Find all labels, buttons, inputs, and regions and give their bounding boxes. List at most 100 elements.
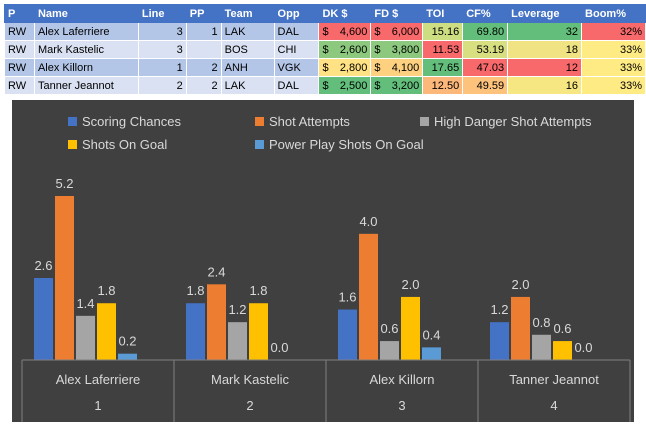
cell-name[interactable]: Alex Killorn [33,58,139,77]
legend-label[interactable]: Shots On Goal [82,137,167,152]
data-label: 0.6 [380,321,398,336]
cell-pos[interactable]: RW [4,22,35,41]
header-leverage[interactable]: Leverage [507,4,583,23]
header-opp[interactable]: Opp [273,4,320,23]
data-label: 0.4 [422,327,440,342]
cell-boom[interactable]: 33% [581,40,646,59]
legend-label[interactable]: Power Play Shots On Goal [269,137,424,152]
legend-label[interactable]: Scoring Chances [82,114,181,129]
header-cf[interactable]: CF% [462,4,509,23]
salary-value: 4,100 [391,61,420,74]
header-fd[interactable]: FD $ [370,4,424,23]
cell-pp[interactable]: 2 [185,58,222,77]
cell-opp[interactable]: CHI [273,40,320,59]
bar[interactable] [55,196,74,360]
bar[interactable] [380,341,399,360]
bar[interactable] [76,315,95,360]
legend-swatch [420,117,429,126]
cell-pos[interactable]: RW [4,58,35,77]
cell-line[interactable]: 2 [137,76,187,95]
bar[interactable] [34,278,53,360]
cell-team[interactable]: BOS [220,40,275,59]
header-pos[interactable]: P [4,4,35,23]
cell-pp[interactable]: 1 [185,22,222,41]
cell-pos[interactable]: RW [4,76,35,95]
header-pp[interactable]: PP [185,4,222,23]
cell-boom[interactable]: 33% [581,76,646,95]
cell-leverage[interactable]: 18 [507,40,583,59]
data-label: 2.0 [511,277,529,292]
legend-swatch [68,140,77,149]
cell-fd-salary[interactable]: $3,800 [370,40,424,59]
bar[interactable] [490,322,509,360]
header-toi[interactable]: TOI [422,4,464,23]
data-label: 2.6 [34,258,52,273]
cell-leverage[interactable]: 32 [507,22,583,41]
cell-line[interactable]: 1 [137,58,187,77]
cell-line[interactable]: 3 [137,40,187,59]
header-dk[interactable]: DK $ [318,4,372,23]
bar[interactable] [401,296,420,360]
cell-boom[interactable]: 32% [581,22,646,41]
bar[interactable] [338,309,357,360]
cell-leverage[interactable]: 16 [507,76,583,95]
cell-dk-salary[interactable]: $2,500 [318,76,372,95]
bar[interactable] [118,353,137,360]
cell-cf[interactable]: 53.19 [462,40,509,59]
cell-line[interactable]: 3 [137,22,187,41]
bar[interactable] [97,303,116,360]
currency-symbol: $ [374,43,381,56]
bar[interactable] [532,334,551,360]
bar[interactable] [186,303,205,360]
cell-name[interactable]: Mark Kastelic [33,40,139,59]
legend-label[interactable]: High Danger Shot Attempts [434,114,592,129]
bar[interactable] [359,233,378,360]
cell-name[interactable]: Alex Laferriere [33,22,139,41]
header-name[interactable]: Name [33,4,139,23]
cell-fd-salary[interactable]: $3,200 [370,76,424,95]
currency-symbol: $ [322,61,329,74]
cell-pos[interactable]: RW [4,40,35,59]
data-label: 1.8 [249,283,267,298]
cell-pp[interactable]: 2 [185,76,222,95]
data-label: 0.0 [574,340,592,355]
salary-value: 3,200 [391,79,420,92]
cell-dk-salary[interactable]: $2,600 [318,40,372,59]
cell-toi[interactable]: 15.16 [422,22,464,41]
bar[interactable] [553,341,572,360]
cell-dk-salary[interactable]: $2,800 [318,58,372,77]
currency-symbol: $ [322,79,329,92]
table-row: RW Mark Kastelic 3 BOS CHI $2,600 $3,800 11.53 5… [4,40,646,59]
cell-dk-salary[interactable]: $4,600 [318,22,372,41]
cell-team[interactable]: LAK [220,22,275,41]
cell-cf[interactable]: 49.59 [462,76,509,95]
data-label: 0.0 [270,340,288,355]
cell-opp[interactable]: DAL [273,76,320,95]
header-line[interactable]: Line [137,4,187,23]
cell-toi[interactable]: 11.53 [422,40,464,59]
header-team[interactable]: Team [220,4,275,23]
header-row: P Name Line PP Team Opp DK $ FD $ TOI CF… [4,4,646,23]
bar[interactable] [249,303,268,360]
cell-boom[interactable]: 33% [581,58,646,77]
cell-fd-salary[interactable]: $4,100 [370,58,424,77]
bar[interactable] [422,347,441,360]
cell-team[interactable]: LAK [220,76,275,95]
legend-label[interactable]: Shot Attempts [269,114,350,129]
cell-team[interactable]: ANH [220,58,275,77]
header-boom[interactable]: Boom% [581,4,646,23]
bar[interactable] [228,322,247,360]
cell-opp[interactable]: VGK [273,58,320,77]
bar[interactable] [511,296,530,360]
cell-cf[interactable]: 69.80 [462,22,509,41]
cell-cf[interactable]: 47.03 [462,58,509,77]
bar[interactable] [207,284,226,360]
cell-fd-salary[interactable]: $6,000 [370,22,424,41]
data-label: 1.8 [186,283,204,298]
cell-toi[interactable]: 17.65 [422,58,464,77]
cell-opp[interactable]: DAL [273,22,320,41]
cell-pp[interactable] [185,40,222,59]
cell-name[interactable]: Tanner Jeannot [33,76,139,95]
cell-toi[interactable]: 12.50 [422,76,464,95]
cell-leverage[interactable]: 12 [507,58,583,77]
